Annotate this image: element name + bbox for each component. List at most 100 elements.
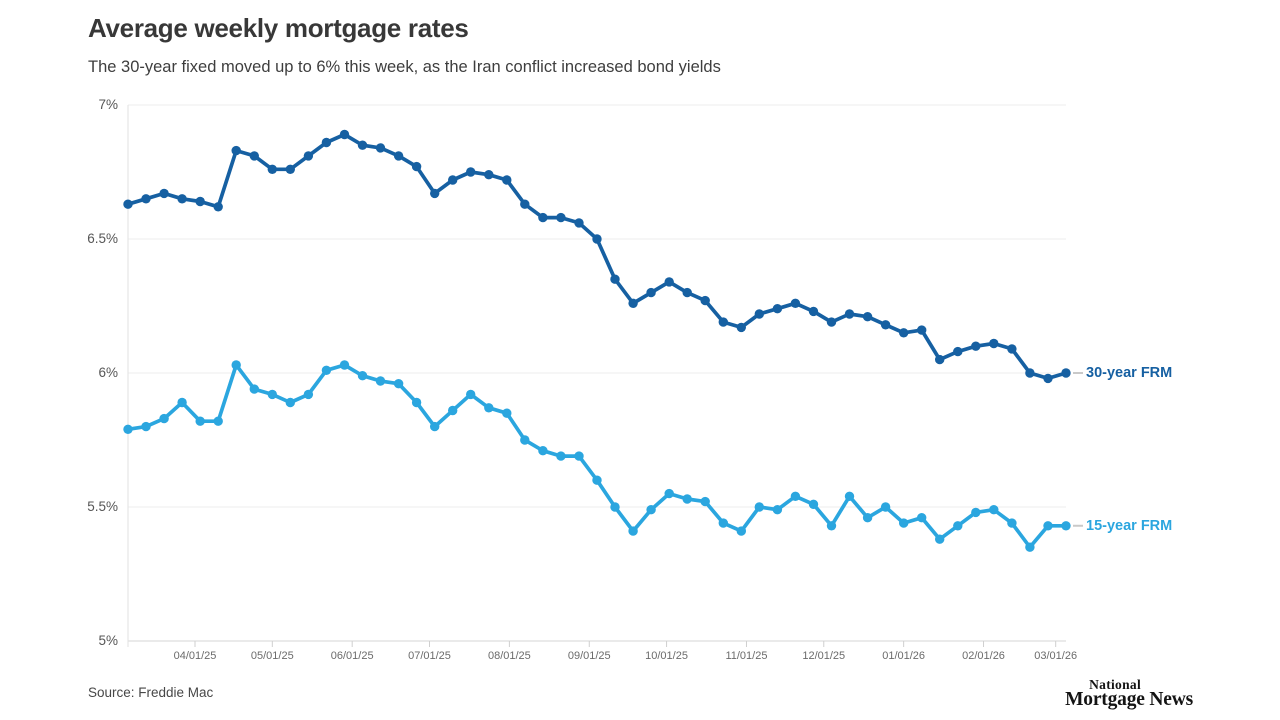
data-point	[899, 328, 909, 338]
data-point	[321, 137, 332, 148]
legend-30-year-frm: 30-year FRM	[1086, 365, 1173, 381]
data-point	[826, 317, 837, 327]
data-point	[556, 212, 566, 223]
page-subtitle: The 30-year fixed moved up to 6% this we…	[88, 58, 721, 76]
data-point	[339, 360, 350, 370]
data-point	[682, 287, 692, 298]
data-point	[682, 494, 692, 504]
data-point	[303, 151, 314, 161]
data-point	[718, 317, 728, 327]
x-tick-label: 09/01/25	[567, 650, 611, 662]
data-point	[430, 421, 440, 432]
data-point	[953, 521, 963, 531]
source-note: Source: Freddie Mac	[88, 685, 214, 700]
data-point	[1043, 373, 1053, 384]
data-point	[141, 421, 151, 432]
data-point	[754, 309, 764, 319]
y-tick-label: 7%	[98, 97, 118, 112]
data-point	[718, 518, 728, 528]
y-tick-label: 5.5%	[87, 499, 118, 514]
data-point	[321, 365, 332, 375]
data-point	[844, 491, 855, 501]
x-tick-label: 02/01/26	[962, 650, 1005, 662]
data-point	[538, 446, 548, 456]
data-point	[808, 499, 819, 509]
x-tick-label: 07/01/25	[408, 650, 451, 662]
data-point	[231, 360, 241, 370]
data-point	[917, 513, 927, 523]
data-point	[249, 151, 259, 161]
data-point	[213, 416, 223, 426]
x-tick-label: 05/01/25	[250, 650, 294, 662]
x-tick-label: 12/01/25	[802, 650, 846, 662]
data-point	[935, 354, 945, 365]
data-point	[754, 502, 764, 512]
data-point	[790, 491, 801, 501]
data-point	[736, 322, 746, 333]
data-point	[646, 287, 656, 298]
data-point	[466, 167, 476, 177]
data-point	[971, 341, 981, 351]
data-point	[141, 194, 151, 204]
data-point	[772, 505, 783, 515]
data-point	[448, 405, 458, 416]
data-point	[411, 161, 422, 172]
data-point	[195, 196, 205, 207]
data-point	[484, 403, 494, 413]
data-point	[899, 518, 909, 528]
data-point	[448, 175, 458, 185]
publisher-logo-line2: Mortgage News	[1065, 689, 1193, 710]
data-point	[935, 534, 945, 544]
y-tick-label: 6%	[98, 365, 118, 380]
data-point	[177, 397, 187, 408]
data-point	[267, 164, 277, 174]
data-point	[484, 170, 494, 180]
data-point	[213, 202, 223, 212]
data-point	[1025, 368, 1035, 378]
data-point	[646, 505, 656, 515]
data-point	[808, 306, 819, 317]
data-point	[411, 397, 422, 408]
data-point	[1061, 368, 1071, 378]
data-point	[574, 451, 584, 461]
data-point	[917, 325, 927, 335]
data-point	[610, 502, 620, 512]
data-point	[1007, 344, 1017, 354]
x-tick-label: 03/01/26	[1034, 650, 1078, 662]
data-point	[375, 143, 386, 153]
x-tick-label: 10/01/25	[645, 650, 688, 662]
data-point	[862, 312, 873, 322]
data-point	[1043, 521, 1053, 531]
data-point	[664, 488, 674, 499]
data-point	[520, 199, 530, 209]
data-point	[231, 145, 241, 156]
data-point	[844, 309, 855, 319]
data-point	[700, 295, 710, 306]
data-point	[1061, 521, 1071, 531]
data-point	[664, 277, 674, 287]
data-point	[790, 298, 801, 308]
data-point	[628, 526, 638, 536]
data-point	[393, 379, 404, 389]
data-point	[393, 151, 404, 161]
data-point	[971, 507, 981, 518]
publisher-logo-line1: National	[1089, 677, 1141, 692]
data-point	[772, 304, 783, 314]
data-point	[989, 338, 999, 349]
publisher-logo: National Mortgage News	[1065, 677, 1193, 710]
x-tick-label: 06/01/25	[330, 650, 374, 662]
page-title: Average weekly mortgage rates	[88, 13, 469, 43]
data-point	[375, 376, 386, 386]
x-tick-label: 04/01/25	[173, 650, 217, 662]
y-tick-label: 6.5%	[87, 231, 118, 246]
y-tick-label: 5%	[98, 633, 118, 648]
x-tick-label: 11/01/25	[725, 650, 768, 662]
data-point	[159, 188, 169, 199]
data-point	[123, 199, 133, 209]
data-point	[249, 384, 259, 394]
data-point	[862, 513, 873, 523]
data-point	[267, 389, 277, 400]
data-point	[357, 140, 368, 150]
